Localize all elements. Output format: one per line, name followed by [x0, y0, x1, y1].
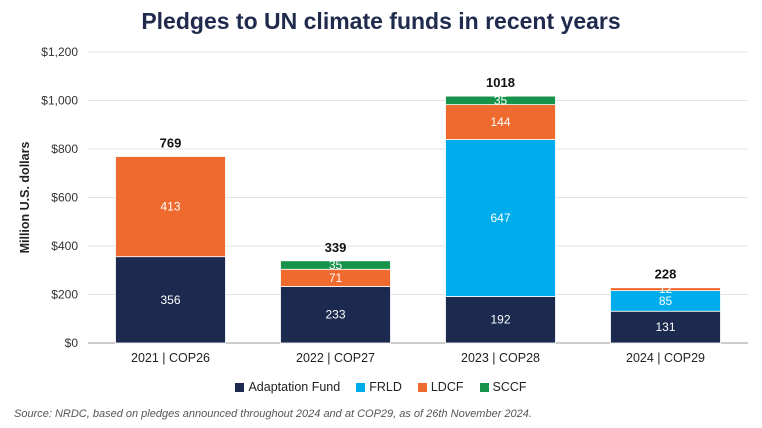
- total-label: 339: [325, 240, 347, 255]
- bar-segment: [280, 286, 391, 344]
- bar-segment: [445, 104, 556, 140]
- x-tick-label: 2024 | COP29: [626, 351, 705, 365]
- data-label: 85: [659, 294, 673, 308]
- total-label: 1018: [486, 75, 515, 90]
- data-label: 233: [325, 308, 345, 322]
- bar-segment: [445, 139, 556, 297]
- y-tick-label: $1,000: [41, 94, 78, 108]
- source-note: Source: NRDC, based on pledges announced…: [14, 408, 532, 420]
- legend-item-ldcf[interactable]: LDCF: [417, 380, 464, 394]
- data-label: 35: [494, 93, 508, 107]
- legend-item-adaptation-fund[interactable]: Adaptation Fund: [235, 380, 340, 394]
- legend-label-sccf: SCCF: [492, 380, 527, 394]
- y-axis-label: Million U.S. dollars: [18, 142, 32, 254]
- y-tick-label: $600: [51, 191, 78, 205]
- bar-segment: [445, 296, 556, 344]
- legend-item-sccf[interactable]: SCCF: [479, 380, 527, 394]
- bar-segment: [115, 156, 226, 258]
- chart-legend: Adaptation Fund FRLD LDCF SCCF: [0, 380, 762, 394]
- y-tick-label: $1,200: [41, 45, 78, 59]
- x-tick-label: 2021 | COP26: [131, 351, 210, 365]
- total-label: 769: [160, 136, 182, 151]
- data-label: 35: [329, 258, 343, 272]
- legend-label-ldcf: LDCF: [430, 380, 464, 394]
- chart-title: Pledges to UN climate funds in recent ye…: [141, 8, 621, 34]
- legend-item-frld[interactable]: FRLD: [356, 380, 402, 394]
- data-label: 71: [329, 271, 343, 285]
- data-label: 131: [655, 320, 675, 334]
- data-label: 12: [659, 282, 673, 296]
- bar-segment: [610, 287, 721, 292]
- bar-segment: [610, 310, 721, 344]
- legend-swatch-sccf: [479, 382, 489, 392]
- data-label: 413: [160, 200, 180, 214]
- bar-segment: [445, 95, 556, 106]
- legend-label-frld: FRLD: [369, 380, 402, 394]
- y-tick-label: $400: [51, 239, 78, 253]
- x-tick-label: 2022 | COP27: [296, 351, 375, 365]
- total-label: 228: [655, 267, 677, 282]
- x-tick-label: 2023 | COP28: [461, 351, 540, 365]
- legend-swatch-ldcf: [417, 382, 427, 392]
- data-label: 192: [490, 313, 510, 327]
- data-label: 144: [490, 115, 510, 129]
- y-tick-label: $200: [51, 288, 78, 302]
- legend-label-adaptation-fund: Adaptation Fund: [248, 380, 341, 394]
- bar-segment: [280, 260, 391, 270]
- legend-swatch-frld: [356, 382, 366, 392]
- data-label: 356: [160, 293, 180, 307]
- data-label: 647: [490, 211, 510, 225]
- y-tick-label: $800: [51, 142, 78, 156]
- legend-swatch-adaptation-fund: [235, 382, 245, 392]
- y-tick-label: $0: [65, 336, 79, 350]
